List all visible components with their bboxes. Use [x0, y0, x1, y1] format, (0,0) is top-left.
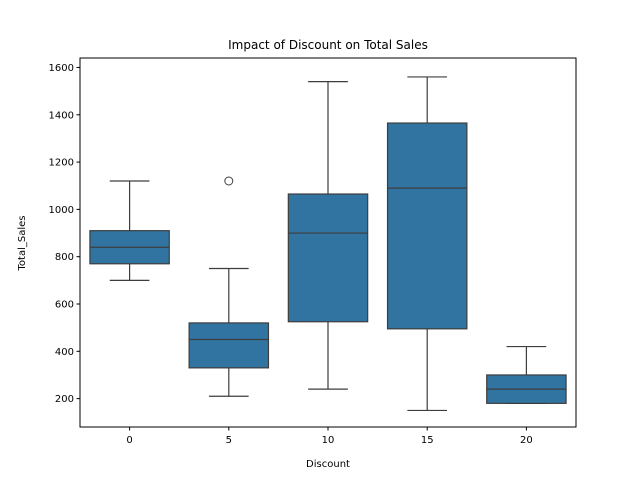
y-tick-label: 200 — [55, 394, 74, 405]
y-tick-label: 1200 — [49, 158, 74, 169]
y-tick-label: 1400 — [49, 110, 74, 121]
box-body — [188, 322, 270, 369]
y-tick-label: 400 — [55, 347, 74, 358]
x-tick-label: 20 — [520, 435, 533, 446]
x-axis-ticks: 0 5 10 15 20 — [126, 427, 533, 446]
box-group-15 — [386, 76, 468, 412]
x-tick-label: 15 — [421, 435, 434, 446]
y-axis-label: Total_Sales — [17, 216, 28, 272]
x-tick-label: 0 — [126, 435, 132, 446]
plot-area — [89, 76, 567, 412]
box-body — [386, 122, 468, 330]
axes-frame — [79, 57, 577, 428]
y-tick-label: 600 — [55, 300, 74, 311]
x-tick-label: 10 — [322, 435, 335, 446]
chart-title: Impact of Discount on Total Sales — [228, 38, 428, 52]
x-axis-label: Discount — [306, 459, 350, 470]
box-group-20 — [486, 345, 567, 404]
y-axis-ticks: 200 400 600 800 1000 1200 1400 1600 — [49, 63, 80, 405]
y-tick-label: 1600 — [49, 63, 74, 74]
box-body — [287, 193, 369, 323]
y-tick-label: 1000 — [49, 205, 74, 216]
outlier-point — [224, 176, 234, 186]
x-tick-label: 5 — [226, 435, 232, 446]
y-tick-label: 800 — [55, 252, 74, 263]
box-group-10 — [287, 81, 369, 390]
box-group-0 — [89, 180, 170, 281]
box-group-5 — [188, 176, 270, 397]
